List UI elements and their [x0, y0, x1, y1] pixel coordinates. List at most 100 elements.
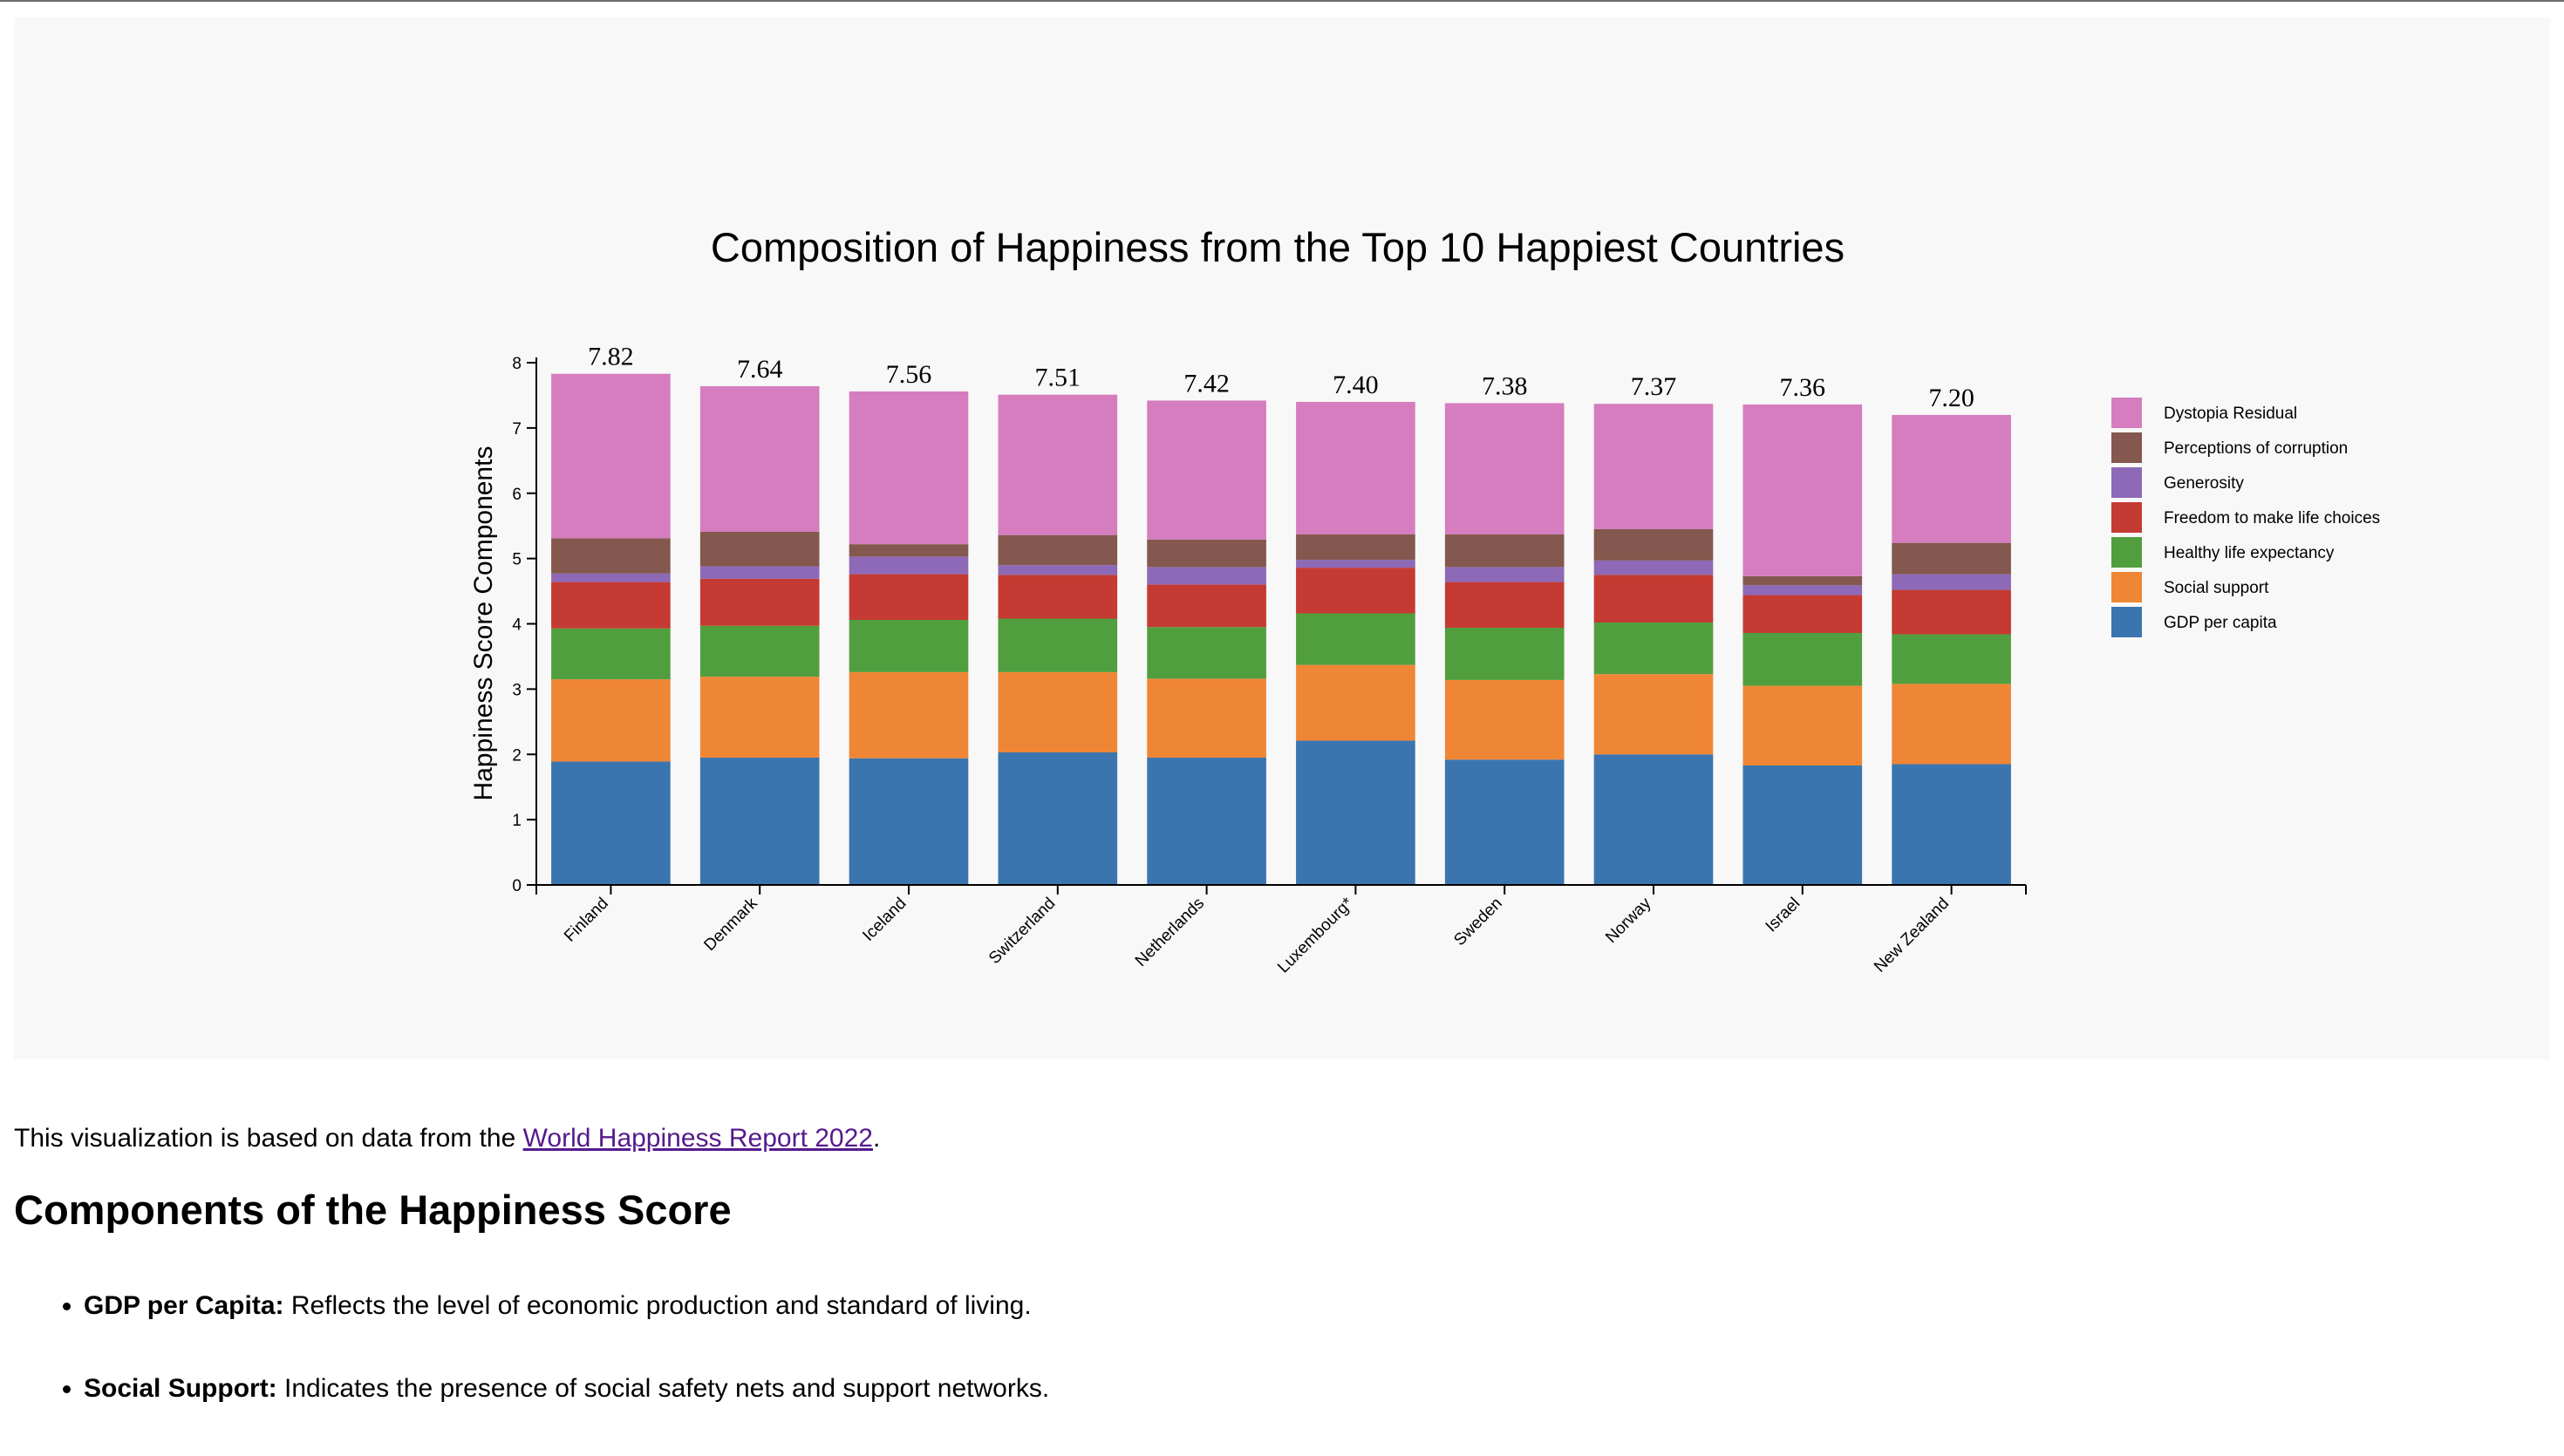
bar-segment-switzerland-gdp-per-capita: [998, 752, 1118, 885]
bar-segment-sweden-social-support: [1444, 679, 1565, 760]
x-tick-label-sweden: Sweden: [1450, 895, 1505, 949]
total-label-norway: 7.37: [1631, 372, 1677, 401]
component-item-social-support: Social Support: Indicates the presence o…: [84, 1373, 1049, 1405]
legend-swatch-generosity: [2111, 467, 2142, 498]
component-description: Indicates the presence of social safety …: [276, 1374, 1050, 1403]
bar-segment-finland-freedom-to-make-life-choices: [551, 582, 671, 629]
bars-layer: 7.82 7.64 7.56 7.51 7.42 7.40 7.38 7.37 7.36 7.20: [551, 343, 2011, 885]
bar-segment-new-zealand-perceptions-of-corruption: [1892, 542, 2011, 575]
bar-segment-denmark-gdp-per-capita: [699, 757, 820, 885]
chart-panel: Composition of Happiness from the Top 10…: [14, 17, 2550, 1059]
y-tick-label: 6: [512, 486, 522, 504]
bar-segment-iceland-generosity: [849, 556, 969, 575]
bar-segment-luxembourg-freedom-to-make-life-choices: [1296, 568, 1415, 614]
legend-label-freedom-to-make-life-choices: Freedom to make life choices: [2164, 509, 2380, 527]
total-label-denmark: 7.64: [737, 355, 783, 384]
y-tick-label: 8: [512, 355, 522, 373]
bar-segment-norway-freedom-to-make-life-choices: [1593, 575, 1714, 623]
world-happiness-report-link[interactable]: World Happiness Report 2022: [522, 1124, 873, 1153]
bar-segment-israel-perceptions-of-corruption: [1742, 575, 1863, 586]
bar-segment-sweden-generosity: [1444, 567, 1565, 582]
bar-segment-norway-perceptions-of-corruption: [1593, 528, 1714, 561]
bar-segment-switzerland-healthy-life-expectancy: [998, 618, 1118, 672]
bar-segment-norway-gdp-per-capita: [1593, 754, 1714, 885]
x-tick-label-luxembourg: Luxembourg*: [1274, 894, 1357, 976]
bar-segment-new-zealand-social-support: [1892, 684, 2011, 765]
bar-segment-netherlands-healthy-life-expectancy: [1147, 627, 1266, 679]
bar-segment-netherlands-freedom-to-make-life-choices: [1147, 584, 1266, 628]
y-tick-label: 2: [512, 746, 522, 765]
source-line: This visualization is based on data from…: [14, 1123, 880, 1154]
component-description: Reflects the level of economic productio…: [283, 1291, 1032, 1320]
y-tick-label: 4: [512, 616, 522, 635]
legend-label-social-support: Social support: [2164, 579, 2269, 597]
bar-segment-denmark-freedom-to-make-life-choices: [699, 578, 820, 626]
y-tick-label: 0: [512, 877, 522, 895]
total-label-netherlands: 7.42: [1183, 369, 1230, 398]
bar-segment-sweden-healthy-life-expectancy: [1444, 627, 1565, 680]
bar-segment-denmark-healthy-life-expectancy: [699, 625, 820, 677]
bar-segment-netherlands-gdp-per-capita: [1147, 757, 1266, 885]
x-tick-label-denmark: Denmark: [700, 894, 761, 955]
bar-segment-israel-freedom-to-make-life-choices: [1742, 595, 1863, 633]
bar-segment-luxembourg-perceptions-of-corruption: [1296, 534, 1415, 561]
bar-segment-denmark-perceptions-of-corruption: [699, 531, 820, 567]
bar-segment-iceland-freedom-to-make-life-choices: [849, 574, 969, 621]
bar-segment-sweden-freedom-to-make-life-choices: [1444, 582, 1565, 628]
x-tick-label-switzerland: Switzerland: [985, 895, 1059, 968]
bar-segment-finland-perceptions-of-corruption: [551, 538, 671, 574]
bar-segment-new-zealand-freedom-to-make-life-choices: [1892, 589, 2011, 635]
bar-segment-norway-generosity: [1593, 560, 1714, 575]
total-label-switzerland: 7.51: [1035, 364, 1081, 392]
legend-label-perceptions-of-corruption: Perceptions of corruption: [2164, 439, 2348, 458]
bar-segment-finland-social-support: [551, 679, 671, 762]
bar-segment-denmark-social-support: [699, 677, 820, 758]
legend-swatch-perceptions-of-corruption: [2111, 432, 2142, 463]
bar-segment-luxembourg-healthy-life-expectancy: [1296, 613, 1415, 665]
bar-segment-sweden-dystopia-residual: [1444, 403, 1565, 534]
bar-segment-new-zealand-healthy-life-expectancy: [1892, 634, 2011, 684]
bar-segment-norway-dystopia-residual: [1593, 404, 1714, 529]
component-term: Social Support:: [84, 1374, 277, 1403]
bar-segment-israel-healthy-life-expectancy: [1742, 632, 1863, 686]
legend-swatch-gdp-per-capita: [2111, 607, 2142, 637]
bar-segment-israel-generosity: [1742, 585, 1863, 595]
total-label-luxembourg: 7.40: [1333, 371, 1379, 399]
bar-segment-switzerland-generosity: [998, 565, 1118, 575]
total-label-israel: 7.36: [1780, 373, 1826, 402]
components-list: GDP per Capita: Reflects the level of ec…: [44, 1290, 1049, 1456]
bar-segment-finland-gdp-per-capita: [551, 761, 671, 885]
x-tick-label-iceland: Iceland: [859, 895, 910, 945]
top-border: [0, 0, 2564, 2]
bar-segment-norway-social-support: [1593, 674, 1714, 755]
y-tick-label: 3: [512, 681, 522, 699]
legend: Dystopia Residual Perceptions of corrupti…: [2111, 398, 2380, 637]
bar-segment-luxembourg-social-support: [1296, 664, 1415, 741]
source-suffix: .: [872, 1124, 881, 1153]
legend-label-generosity: Generosity: [2164, 474, 2244, 493]
component-item-gdp: GDP per Capita: Reflects the level of ec…: [84, 1290, 1049, 1322]
y-tick-label: 7: [512, 420, 522, 439]
bar-segment-iceland-perceptions-of-corruption: [849, 544, 969, 557]
y-tick-label: 5: [512, 551, 522, 569]
bar-segment-switzerland-dystopia-residual: [998, 394, 1118, 535]
bar-segment-finland-healthy-life-expectancy: [551, 628, 671, 680]
x-tick-label-norway: Norway: [1602, 894, 1655, 947]
bar-segment-iceland-healthy-life-expectancy: [849, 620, 969, 672]
source-prefix: This visualization is based on data from…: [14, 1124, 523, 1153]
bar-segment-luxembourg-dystopia-residual: [1296, 401, 1415, 534]
component-term: GDP per Capita:: [84, 1291, 284, 1320]
bar-segment-new-zealand-generosity: [1892, 574, 2011, 590]
bar-segment-luxembourg-generosity: [1296, 560, 1415, 568]
bar-segment-switzerland-perceptions-of-corruption: [998, 534, 1118, 566]
bar-segment-denmark-dystopia-residual: [699, 385, 820, 532]
stacked-bar-chart: Composition of Happiness from the Top 10…: [469, 224, 2380, 976]
bar-segment-new-zealand-dystopia-residual: [1892, 414, 2011, 543]
legend-swatch-social-support: [2111, 572, 2142, 602]
bar-segment-netherlands-social-support: [1147, 678, 1266, 758]
total-label-new-zealand: 7.20: [1928, 384, 1974, 412]
bar-segment-switzerland-social-support: [998, 671, 1118, 753]
legend-swatch-healthy-life-expectancy: [2111, 537, 2142, 568]
bar-segment-finland-dystopia-residual: [551, 373, 671, 539]
bar-segment-norway-healthy-life-expectancy: [1593, 623, 1714, 675]
